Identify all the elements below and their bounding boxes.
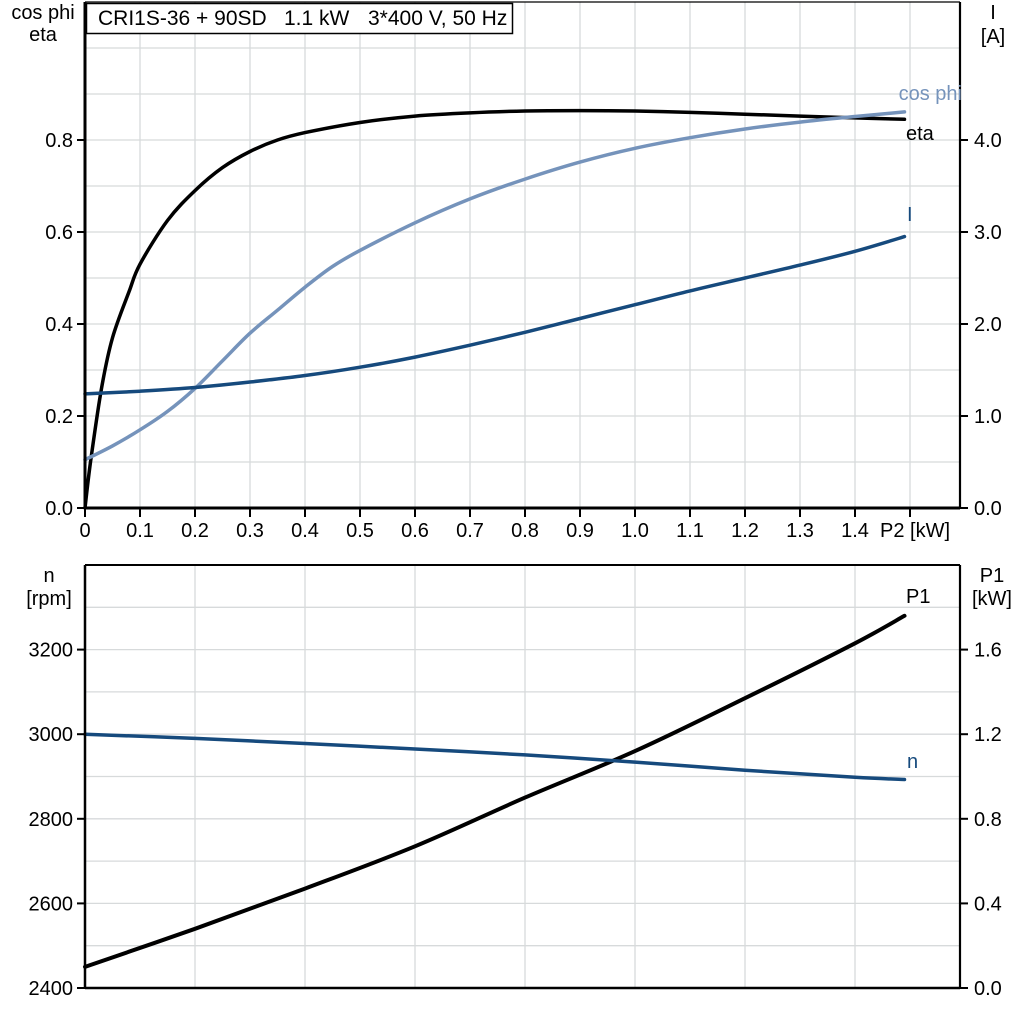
top-chart-curves [83, 108, 907, 510]
eta-curve-label: eta [906, 123, 935, 145]
x-axis-tick-label: 0.3 [236, 520, 264, 542]
top-left-axis-title-line1: cos phi [11, 2, 74, 24]
x-axis-tick-label: 0.5 [346, 520, 374, 542]
x-axis-tick-label: 0.4 [291, 520, 319, 542]
top-right-tick-label: 3.0 [974, 222, 1002, 244]
top-right-tick-label: 2.0 [974, 314, 1002, 336]
bottom-left-tick-label: 2800 [29, 809, 74, 831]
top-right-tick-label: 4.0 [974, 130, 1002, 152]
x-axis-tick-label: 0.9 [566, 520, 594, 542]
I-curve [83, 234, 907, 396]
top-right-tick-label: 1.0 [974, 406, 1002, 428]
bottom-right-tick-label: 1.2 [974, 724, 1002, 746]
x-axis-tick-label: 1.3 [786, 520, 814, 542]
bottom-left-axis-title-line2: [rpm] [26, 588, 72, 610]
x-axis-tick-label: 0 [79, 520, 90, 542]
bottom-left-axis-title-line1: n [43, 565, 54, 587]
bottom-left-tick-label: 3000 [29, 724, 74, 746]
cos_phi-curve [83, 110, 907, 462]
title-box [85, 2, 514, 35]
P1-curve [83, 613, 907, 969]
bottom-left-tick-label: 2600 [29, 893, 74, 915]
top-chart-gridlines [85, 2, 960, 508]
bottom-left-tick-label: 2400 [29, 978, 74, 1000]
bottom-right-axis-title-line1: P1 [980, 565, 1004, 587]
cos-phi-curve-label: cos phi [899, 83, 962, 105]
top-right-axis-title-line2: [A] [981, 26, 1005, 48]
top-left-tick-label: 0.0 [45, 498, 73, 520]
top-chart-axes [77, 1, 968, 517]
bottom-chart-axes [77, 564, 968, 990]
x-axis-tick-label: 0.8 [511, 520, 539, 542]
title-power: 1.1 kW [284, 7, 350, 30]
bottom-right-axis-title-line2: [kW] [972, 588, 1012, 610]
top-right-axis-title-line1: I [990, 2, 996, 24]
x-axis-tick-label: 1.4 [841, 520, 869, 542]
title-voltage: 3*400 V, 50 Hz [368, 7, 507, 30]
bottom-right-tick-label: 0.4 [974, 893, 1002, 915]
x-axis-tick-label: 1.2 [731, 520, 759, 542]
p1-curve-label: P1 [906, 586, 930, 608]
top-left-tick-label: 0.2 [45, 406, 73, 428]
bottom-chart-gridlines [85, 565, 960, 988]
top-left-tick-label: 0.6 [45, 222, 73, 244]
bottom-chart-curves [83, 613, 907, 969]
tick-labels: 0.0 0.2 0.4 0.6 0.8 0.0 1.0 2.0 3.0 4.0 0 0.1 0.2 0.3… [29, 130, 1002, 1000]
title-model: CRI1S-36 + 90SD [98, 7, 267, 30]
top-left-tick-label: 0.8 [45, 130, 73, 152]
bottom-right-tick-label: 0.0 [974, 978, 1002, 1000]
top-left-axis-title-line2: eta [29, 24, 58, 46]
current-curve-label: I [907, 204, 913, 226]
bottom-left-tick-label: 3200 [29, 640, 74, 662]
x-axis-tick-label: 0.6 [401, 520, 429, 542]
x-axis-tick-label: 0.7 [456, 520, 484, 542]
top-left-tick-label: 0.4 [45, 314, 73, 336]
x-axis-tick-label: 0.2 [181, 520, 209, 542]
n-curve [83, 732, 907, 782]
x-axis-title: P2 [kW] [880, 520, 950, 542]
x-axis-tick-label: 0.1 [126, 520, 154, 542]
eta-curve [83, 108, 907, 510]
x-axis-tick-label: 1.1 [676, 520, 704, 542]
x-axis-tick-label: 1.0 [621, 520, 649, 542]
speed-curve-label: n [907, 751, 918, 773]
top-right-tick-label: 0.0 [974, 498, 1002, 520]
bottom-right-tick-label: 1.6 [974, 640, 1002, 662]
bottom-right-tick-label: 0.8 [974, 809, 1002, 831]
